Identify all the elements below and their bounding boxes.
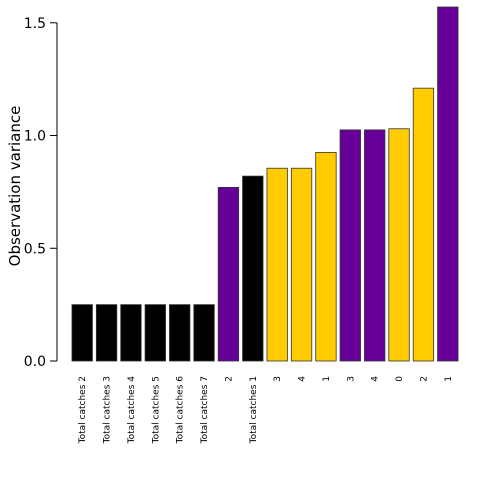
y-axis-title: Observation variance	[6, 106, 24, 267]
x-category-label: Total catches 4	[127, 376, 137, 445]
bar	[242, 175, 264, 362]
x-category-label: 4	[371, 376, 381, 382]
bar	[95, 304, 118, 362]
y-tick-label: 1.5	[24, 16, 46, 32]
bar	[290, 167, 313, 362]
bar	[144, 304, 166, 362]
y-tick-label: 0.5	[24, 241, 46, 257]
x-category-label: 3	[273, 376, 283, 382]
bar	[412, 87, 435, 362]
x-category-label: 1	[444, 376, 454, 382]
x-category-label: 2	[224, 376, 234, 382]
y-tick-label: 1.0	[24, 129, 46, 145]
x-category-label: 1	[322, 376, 332, 382]
bar	[71, 304, 93, 362]
x-category-label: 0	[395, 376, 405, 382]
y-tick-label: 0.0	[24, 354, 46, 370]
x-category-label: 2	[419, 376, 429, 382]
bar	[339, 129, 361, 362]
bars	[71, 6, 459, 362]
x-category-label: Total catches 5	[151, 376, 161, 444]
bar	[388, 128, 410, 362]
x-category-label: Total catches 6	[176, 376, 186, 445]
x-category-label: Total catches 1	[249, 376, 259, 444]
y-axis: 0.0 0.5 1.0 1.5	[24, 16, 58, 370]
bar	[437, 6, 459, 362]
bar	[364, 129, 386, 362]
bar	[120, 304, 142, 362]
bar	[217, 186, 240, 362]
x-category-label: Total catches 3	[103, 376, 113, 444]
bar	[169, 304, 191, 362]
bar	[193, 304, 215, 362]
x-category-label: 3	[346, 376, 356, 382]
x-category-label: Total catches 7	[200, 376, 210, 444]
bar	[266, 167, 288, 362]
bar	[315, 152, 337, 362]
x-category-label: 4	[298, 376, 308, 382]
x-axis-labels: Total catches 2 Total catches 3 Total catc…	[78, 376, 454, 445]
x-category-label: Total catches 2	[78, 376, 88, 444]
